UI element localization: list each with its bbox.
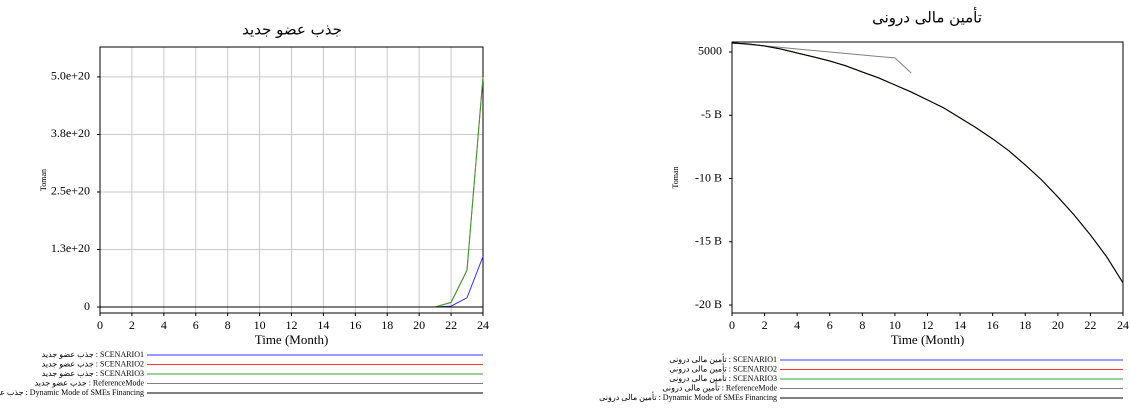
x-tick-label: 16 <box>987 318 999 332</box>
legend-label: تأمین مالی درونی : Dynamic Mode of SMEs … <box>599 391 777 402</box>
legend-label: جذب عضو جدید : Dynamic Mode of SMEs Fina… <box>0 388 144 397</box>
legend-label: تأمین مالی درونی : ReferenceMode <box>662 381 777 392</box>
legend-label: تأمین مالی درونی : SCENARIO1 <box>669 353 777 364</box>
x-tick-label: 18 <box>1019 318 1031 332</box>
x-tick-label: 8 <box>859 318 865 332</box>
x-tick-label: 0 <box>729 318 735 332</box>
plot-frame <box>731 41 1124 314</box>
x-tick-label: 0 <box>97 318 103 332</box>
x-tick-label: 12 <box>922 318 934 332</box>
x-tick-label: 2 <box>762 318 768 332</box>
legend-label: جذب عضو جدید : SCENARIO2 <box>42 359 144 368</box>
x-tick-label: 18 <box>381 318 393 332</box>
x-tick-label: 20 <box>413 318 425 332</box>
series-line <box>731 42 1124 284</box>
legend-label: جذب عضو جدید : SCENARIO3 <box>42 369 144 378</box>
x-tick-label: 8 <box>225 318 231 332</box>
y-tick-label: -5 B <box>701 107 722 121</box>
y-tick-label: 2.5e+20 <box>51 184 90 198</box>
x-tick-label: 10 <box>254 318 266 332</box>
series-line <box>731 42 1124 284</box>
legend-label: جذب عضو جدید : ReferenceMode <box>35 378 145 387</box>
series-line <box>731 42 1124 284</box>
x-axis-label: Time (Month) <box>255 332 329 347</box>
x-tick-label: 16 <box>349 318 361 332</box>
x-tick-label: 22 <box>1084 318 1096 332</box>
x-tick-label: 20 <box>1052 318 1064 332</box>
x-tick-label: 4 <box>794 318 800 332</box>
legend-label: تأمین مالی درونی : SCENARIO3 <box>669 372 777 383</box>
chart-title: جذب عضو جدید <box>242 21 342 39</box>
y-tick-label: 0 <box>84 299 90 313</box>
x-tick-label: 6 <box>827 318 833 332</box>
y-tick-label: 1.3e+20 <box>51 241 90 255</box>
series-line <box>731 42 1124 284</box>
y-tick-label: -10 B <box>695 170 722 184</box>
x-tick-label: 24 <box>1117 318 1129 332</box>
x-tick-label: 6 <box>193 318 199 332</box>
x-tick-label: 24 <box>477 318 489 332</box>
y-tick-label: -20 B <box>695 297 722 311</box>
legend-label: جذب عضو جدید : SCENARIO1 <box>42 350 144 359</box>
x-tick-label: 10 <box>889 318 901 332</box>
y-tick-label: 3.8e+20 <box>51 126 90 140</box>
y-axis-label: Toman <box>671 166 680 188</box>
x-tick-label: 12 <box>286 318 298 332</box>
x-tick-label: 4 <box>161 318 167 332</box>
x-tick-label: 14 <box>317 318 329 332</box>
x-tick-label: 2 <box>129 318 135 332</box>
y-tick-label: 5.0e+20 <box>51 69 90 83</box>
y-axis-label: Toman <box>39 169 48 191</box>
y-tick-label: -15 B <box>695 234 722 248</box>
x-axis-label: Time (Month) <box>891 332 965 347</box>
chart-title: تأمین مالی درونی <box>872 7 982 27</box>
x-tick-label: 14 <box>954 318 966 332</box>
x-tick-label: 22 <box>445 318 457 332</box>
legend-label: تأمین مالی درونی : SCENARIO2 <box>669 362 777 373</box>
y-tick-label: 5000 <box>698 44 722 58</box>
plot-frame <box>99 46 484 314</box>
series-line <box>731 42 912 74</box>
